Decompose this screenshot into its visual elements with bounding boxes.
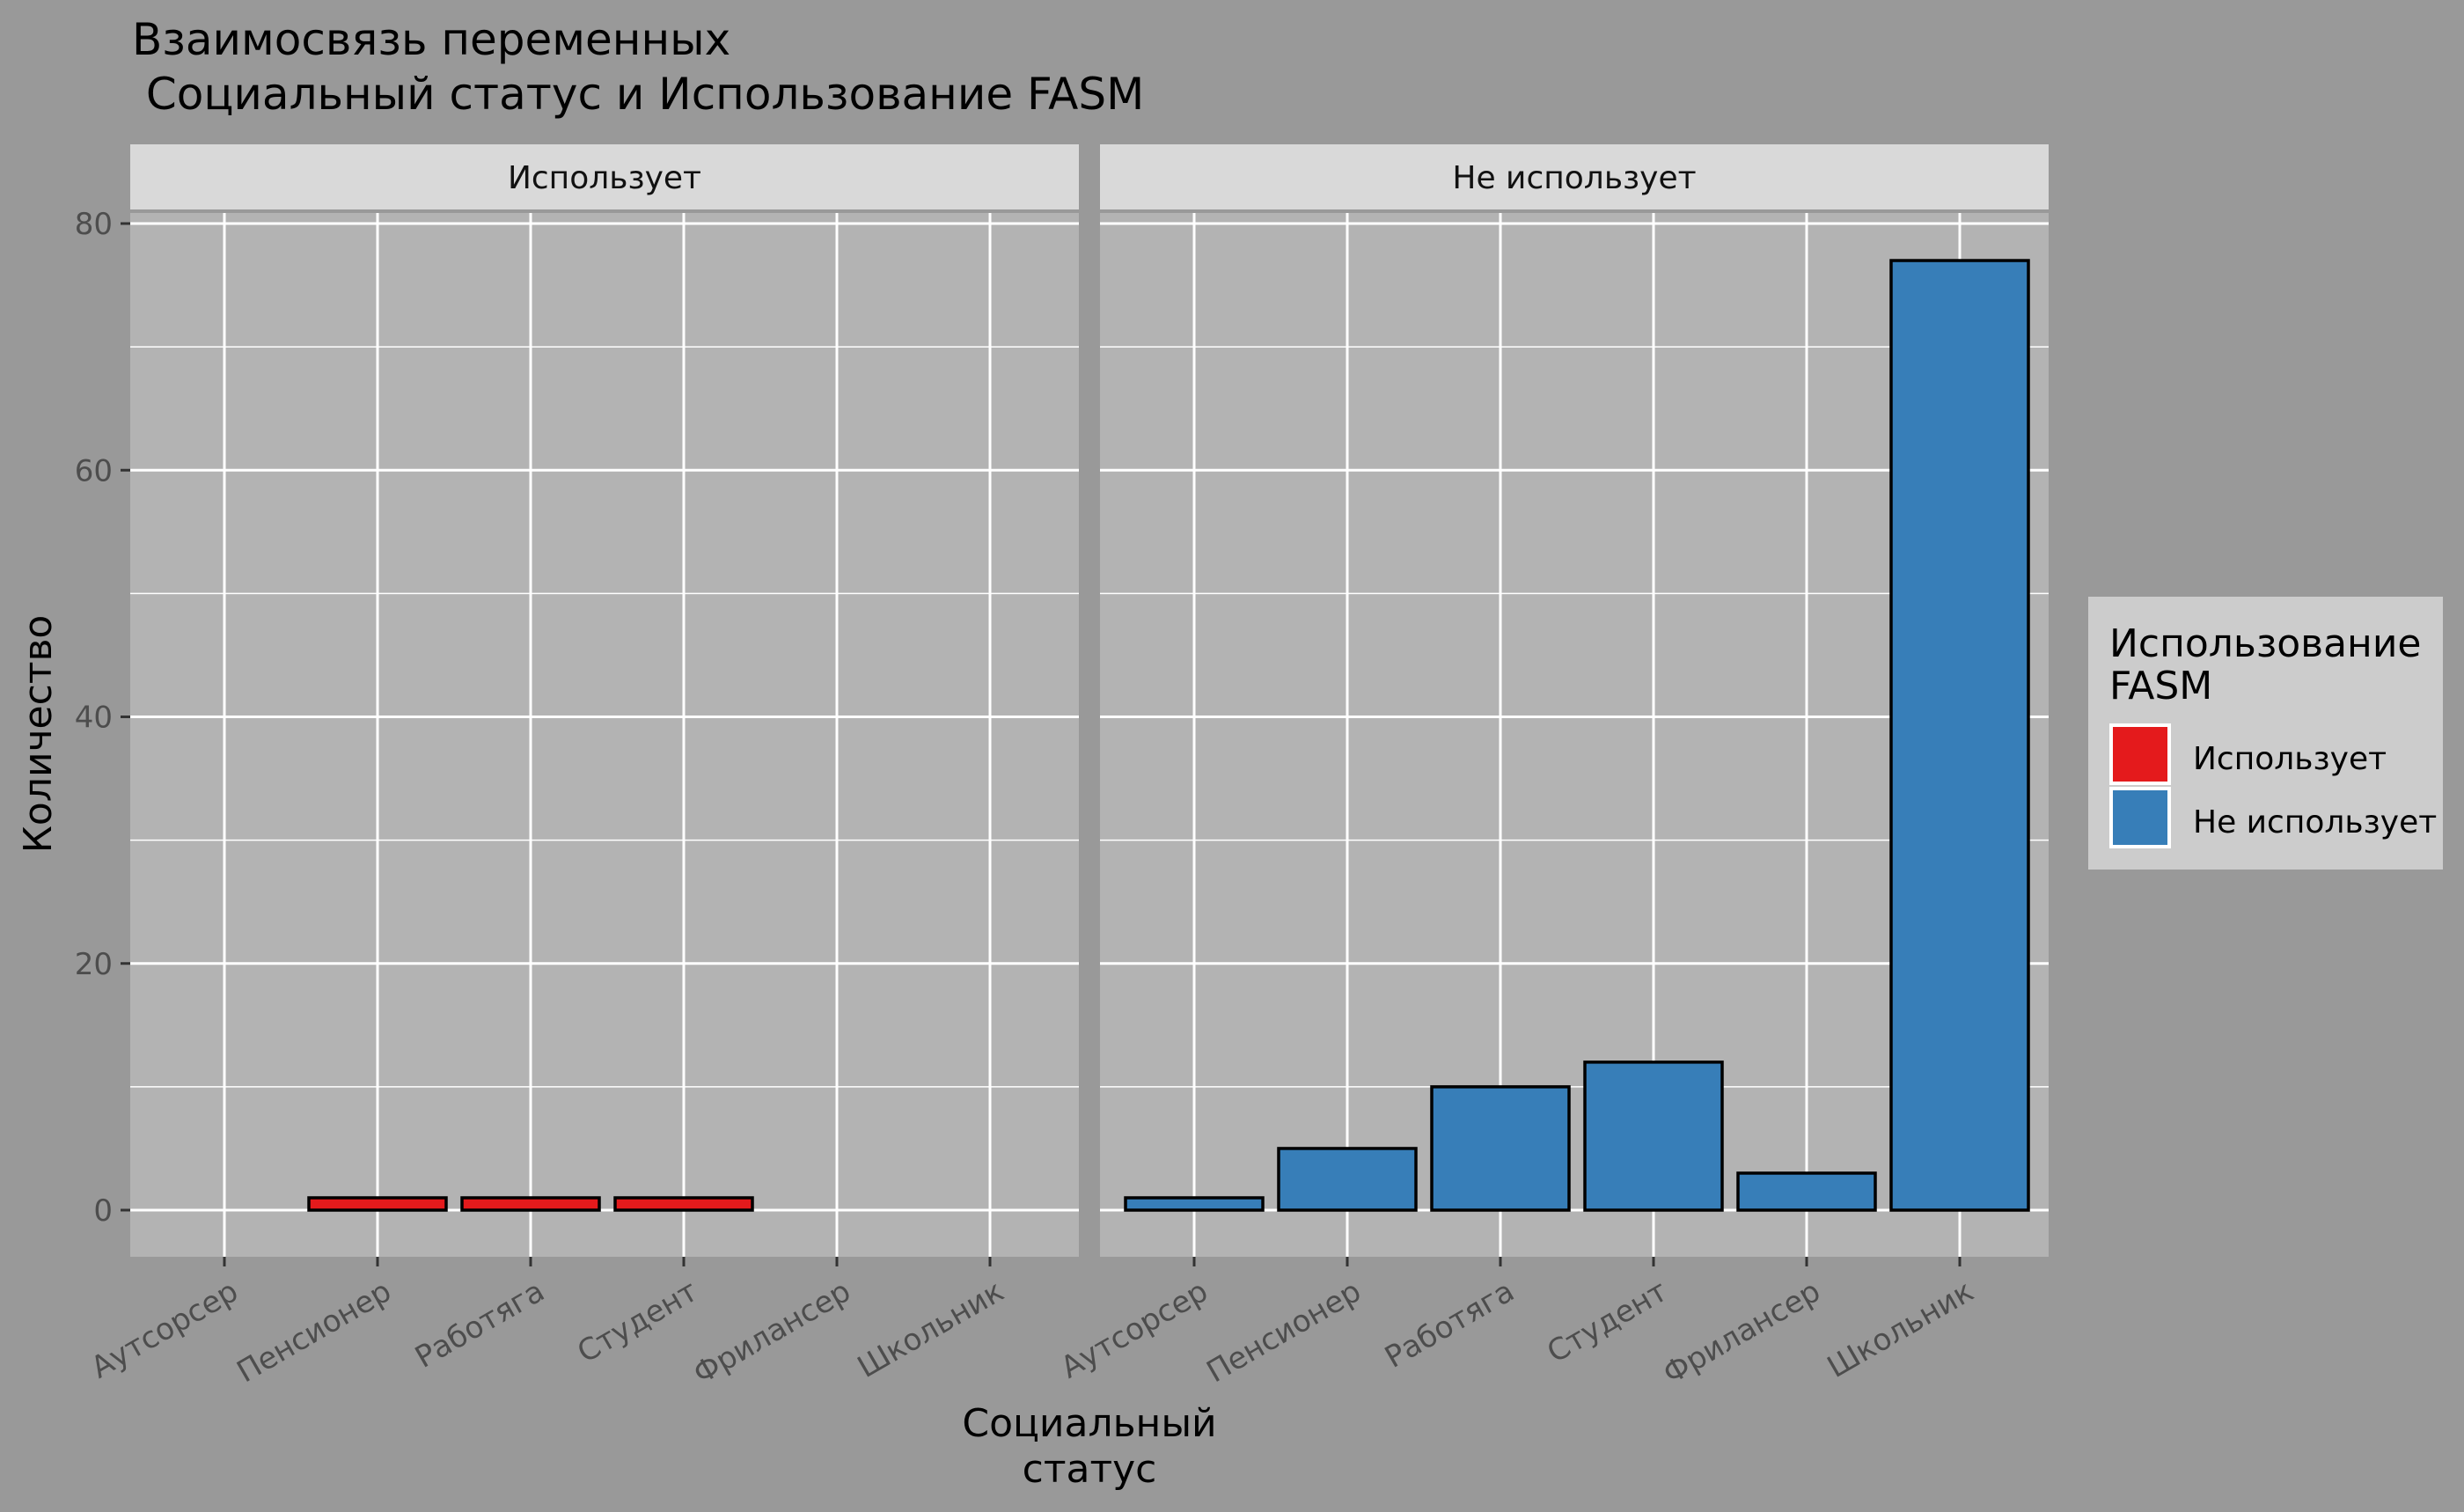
legend-title-line-1: Использование bbox=[2109, 621, 2422, 666]
bar bbox=[1430, 1085, 1571, 1212]
y-tick-label: 80 bbox=[75, 207, 113, 242]
y-tick-label: 0 bbox=[93, 1193, 113, 1229]
legend-label-not-uses: Не использует bbox=[2193, 804, 2437, 840]
x-axis-title-line-1: Социальный bbox=[962, 1401, 1216, 1446]
legend-label-uses: Использует bbox=[2193, 741, 2387, 777]
bar bbox=[1736, 1171, 1877, 1212]
chart-title-line-1: Взаимосвязь переменных bbox=[132, 14, 730, 65]
bar bbox=[307, 1196, 448, 1212]
y-axis: 0 20 40 60 80 bbox=[75, 207, 130, 1229]
x-axis-title-line-2: статус bbox=[1023, 1447, 1157, 1492]
bar bbox=[1889, 259, 2030, 1212]
legend: Использование FASM Использует Не использ… bbox=[2088, 597, 2443, 870]
facet-strip bbox=[130, 144, 1079, 209]
y-tick-label: 60 bbox=[75, 453, 113, 488]
y-tick-label: 20 bbox=[75, 947, 113, 982]
y-tick-label: 40 bbox=[75, 701, 113, 736]
bar bbox=[1277, 1147, 1418, 1212]
legend-key-uses bbox=[2113, 727, 2167, 782]
legend-title-line-2: FASM bbox=[2109, 664, 2212, 708]
bar bbox=[1583, 1061, 1724, 1212]
bar bbox=[613, 1196, 754, 1212]
panel-background bbox=[130, 213, 1079, 1257]
facet-strip bbox=[1100, 144, 2049, 209]
legend-key-not-uses bbox=[2113, 790, 2167, 845]
facet-strip-label: Не использует bbox=[1452, 160, 1696, 196]
bar bbox=[1124, 1196, 1265, 1212]
bar bbox=[460, 1196, 601, 1212]
y-axis-title: Количество bbox=[16, 615, 61, 854]
facet-strip-label: Использует bbox=[508, 160, 701, 196]
chart-title-line-2: Социальный статус и Использование FASM bbox=[132, 69, 1144, 120]
